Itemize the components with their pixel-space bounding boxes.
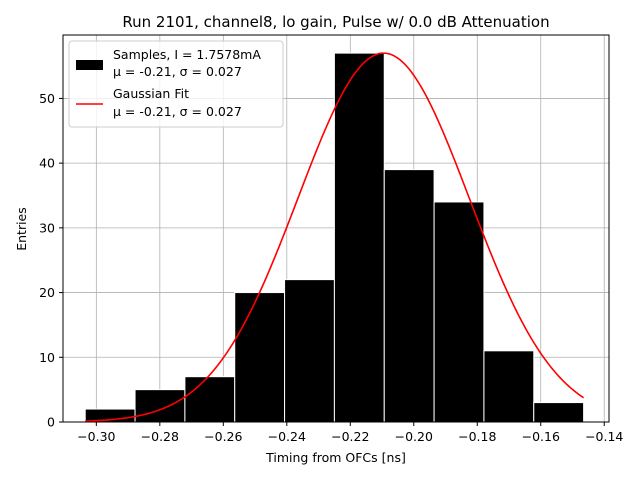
plot-frame	[62, 34, 610, 423]
histogram-bar-9	[533, 402, 585, 423]
x-tick-label-1: −0.28	[141, 429, 179, 444]
histogram-bar-2	[184, 376, 236, 423]
histogram-bar-5	[333, 52, 385, 423]
x-tick-label-2: −0.26	[204, 429, 242, 444]
histogram-bars	[84, 52, 585, 423]
x-tick-label-6: −0.18	[458, 429, 496, 444]
legend-box	[68, 40, 284, 128]
histogram-bar-7	[433, 201, 485, 423]
x-axis-label: Timing from OFCs [ns]	[265, 450, 406, 465]
x-axis-ticks: −0.30 −0.28 −0.26 −0.24 −0.22 −0.20 −0.18 −0.16…	[77, 422, 623, 444]
y-tick-label-5: 50	[39, 91, 55, 106]
x-tick-label-4: −0.22	[331, 429, 369, 444]
legend: Samples, I = 1.7578mA μ = -0.21, σ = 0.0…	[68, 40, 284, 128]
x-tick-label-8: −0.14	[585, 429, 623, 444]
histogram-bar-6	[383, 169, 435, 423]
legend-label-fit-line2: μ = -0.21, σ = 0.027	[113, 104, 242, 119]
x-tick-label-5: −0.20	[395, 429, 433, 444]
y-tick-label-2: 20	[39, 285, 55, 300]
x-tick-label-3: −0.24	[268, 429, 306, 444]
legend-label-samples-line1: Samples, I = 1.7578mA	[113, 47, 261, 62]
x-tick-label-7: −0.16	[522, 429, 560, 444]
histogram-bar-1	[134, 389, 186, 423]
y-tick-label-4: 40	[39, 156, 55, 171]
histogram-bar-4	[284, 279, 335, 423]
y-tick-label-0: 0	[47, 415, 55, 430]
legend-swatch-samples	[76, 60, 103, 70]
y-tick-label-1: 10	[39, 350, 55, 365]
gaussian-fit	[85, 52, 585, 422]
y-tick-label-3: 30	[39, 220, 55, 235]
legend-label-samples-line2: μ = -0.21, σ = 0.027	[113, 64, 242, 79]
x-tick-label-0: −0.30	[77, 429, 115, 444]
histogram-bar-3	[234, 292, 286, 423]
gaussian-fit-line	[85, 52, 585, 422]
y-axis-label: Entries	[14, 207, 29, 251]
histogram-bar-8	[483, 350, 535, 423]
chart-title: Run 2101, channel8, lo gain, Pulse w/ 0.…	[122, 13, 549, 31]
legend-label-fit-line1: Gaussian Fit	[113, 86, 189, 101]
y-axis-ticks: 0 10 20 30 40 50	[39, 91, 63, 430]
